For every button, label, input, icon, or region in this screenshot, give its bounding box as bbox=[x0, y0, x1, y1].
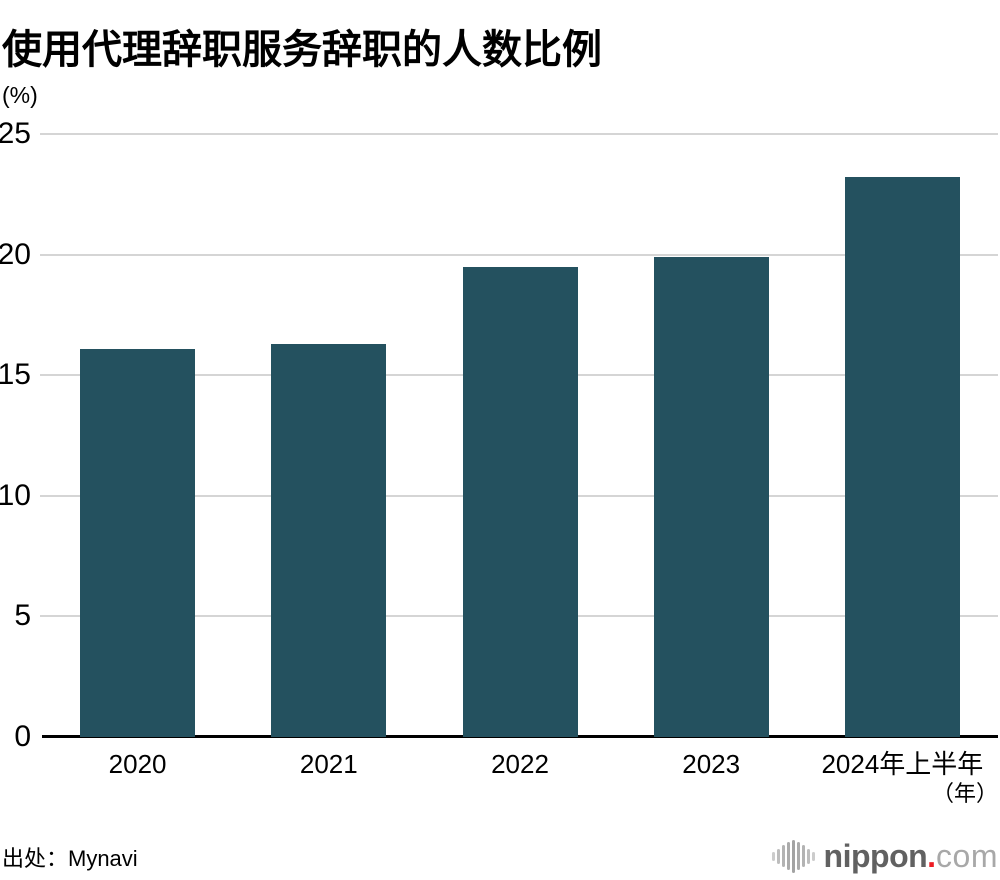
waveform-bar bbox=[776, 848, 780, 864]
nippon-logo: nippon.com bbox=[771, 839, 998, 873]
chart-title: 使用代理辞职服务辞职的人数比例 bbox=[2, 27, 602, 72]
logo-bold-text: nippon bbox=[823, 838, 928, 874]
gridline-25 bbox=[40, 133, 998, 135]
bar-2023 bbox=[653, 257, 769, 737]
waveform-bar bbox=[801, 845, 805, 867]
waveform-bar bbox=[791, 839, 795, 873]
y-axis-labels: 0 5 10 15 20 25 bbox=[0, 119, 31, 752]
bar-2024年上半年 bbox=[844, 177, 960, 737]
x-tick-label-2022: 2022 bbox=[491, 749, 549, 779]
plot-area: 2020 2021 2022 2023 2024年上半年 bbox=[40, 133, 998, 777]
logo-light-text: com bbox=[936, 838, 998, 874]
x-axis-unit-label: （年） bbox=[931, 781, 998, 806]
y-tick-label-10: 10 bbox=[0, 478, 31, 512]
nippon-logo-text: nippon.com bbox=[824, 839, 998, 873]
waveform-bar bbox=[771, 851, 775, 861]
x-tick-label-2021: 2021 bbox=[299, 749, 358, 779]
y-tick-label-25: 25 bbox=[0, 117, 31, 150]
y-tick-label-20: 20 bbox=[0, 237, 31, 271]
gridline-20 bbox=[40, 253, 998, 256]
source-label: 出处：Mynavi bbox=[2, 846, 138, 871]
y-axis-unit-label: (%) bbox=[2, 82, 38, 108]
waveform-bar bbox=[811, 851, 815, 861]
waveform-bar bbox=[781, 845, 785, 867]
y-tick-label-5: 5 bbox=[14, 599, 31, 633]
y-tick-label-0: 0 bbox=[14, 720, 31, 753]
y-tick-label-15: 15 bbox=[0, 358, 31, 392]
waveform-bar bbox=[806, 848, 810, 864]
x-tick-label-2023: 2023 bbox=[682, 749, 741, 779]
logo-dot: . bbox=[927, 838, 937, 874]
waveform-bar bbox=[796, 842, 800, 870]
bar-2022 bbox=[462, 266, 578, 737]
bar-2021 bbox=[271, 343, 387, 737]
waveform-bar bbox=[786, 842, 790, 870]
waveform-icon bbox=[771, 839, 815, 873]
bar-2020 bbox=[80, 348, 196, 737]
x-tick-label-2020: 2020 bbox=[108, 749, 167, 779]
x-tick-label-2024年上半年: 2024年上半年 bbox=[821, 749, 984, 779]
